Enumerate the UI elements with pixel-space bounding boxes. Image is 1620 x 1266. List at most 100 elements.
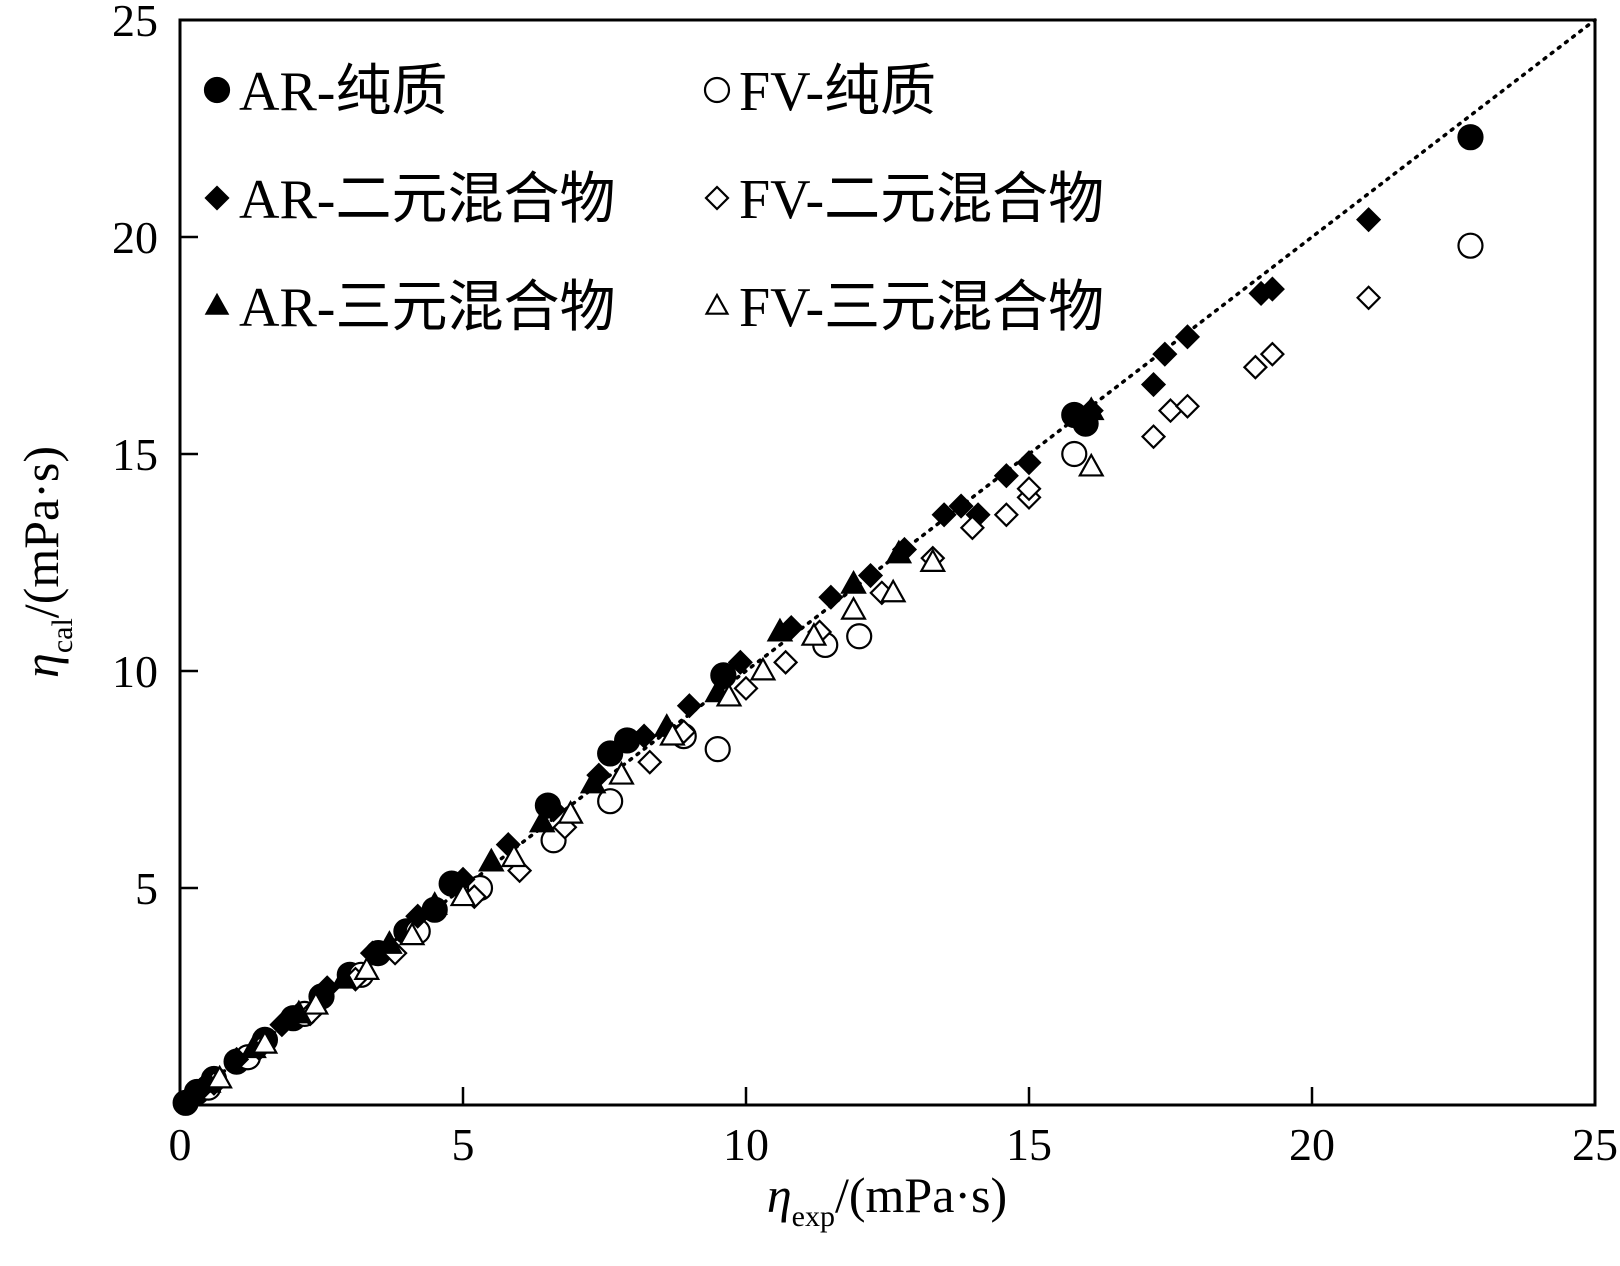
data-point	[766, 617, 794, 642]
data-point	[541, 797, 567, 823]
y-tick-label: 5	[135, 863, 158, 914]
data-point	[528, 808, 556, 833]
x-tick-label: 25	[1572, 1119, 1618, 1170]
data-point	[993, 502, 1019, 528]
data-point	[376, 930, 403, 954]
x-tick-label: 0	[169, 1119, 192, 1170]
data-point	[885, 539, 913, 564]
data-point	[637, 749, 663, 775]
data-point	[1356, 285, 1382, 311]
plot-frame	[178, 18, 1597, 1107]
data-point	[800, 622, 828, 646]
legend-label: AR-纯质	[239, 61, 447, 123]
series-3	[190, 207, 1382, 1101]
series-2	[195, 232, 1484, 1101]
legend-marker	[203, 76, 231, 104]
x-tick-label: 20	[1289, 1119, 1335, 1170]
legend: AR-纯质 FV-纯质 AR-二元混合物 FV-二元混合物 AR-三元混合物 FV-三元混…	[203, 61, 1104, 339]
data-point	[948, 493, 974, 519]
data-point	[1157, 398, 1184, 424]
data-point	[733, 675, 759, 701]
x-axis-unit: /(mPa·s)	[835, 1167, 1007, 1223]
data-markers	[172, 124, 1484, 1116]
legend-label: AR-二元混合物	[239, 169, 615, 231]
data-point	[449, 882, 477, 907]
data-point	[631, 723, 657, 749]
legend-label: FV-二元混合物	[739, 169, 1104, 231]
legend-label: AR-三元混合物	[239, 277, 615, 339]
y-tick-label: 10	[112, 646, 158, 697]
data-point	[676, 693, 702, 719]
data-point	[879, 578, 907, 603]
data-point	[1174, 324, 1201, 350]
data-point	[421, 891, 448, 915]
y-tick-label: 15	[112, 429, 158, 480]
data-point	[1174, 393, 1201, 419]
legend-marker	[204, 185, 230, 211]
y-tick-label: 25	[112, 0, 158, 46]
data-point	[478, 847, 505, 872]
x-tick-label: 10	[723, 1119, 769, 1170]
data-point	[500, 843, 528, 868]
data-point	[353, 956, 381, 980]
data-point	[1259, 276, 1285, 302]
data-point	[846, 623, 873, 650]
legend-marker	[703, 76, 731, 104]
data-point	[579, 769, 607, 794]
data-point	[398, 921, 426, 946]
data-point	[1061, 440, 1088, 468]
data-point	[1077, 452, 1105, 477]
y-axis-unit: /(mPa·s)	[13, 446, 69, 618]
data-point	[251, 1029, 279, 1054]
y-axis-symbol: η	[13, 653, 69, 678]
series-4	[201, 285, 1382, 1096]
legend-marker	[204, 292, 230, 315]
data-point	[614, 727, 641, 754]
data-point	[1016, 476, 1042, 502]
data-point	[715, 682, 743, 707]
data-point	[330, 964, 358, 989]
data-point	[727, 649, 753, 675]
data-point	[608, 760, 635, 785]
data-point	[206, 1064, 233, 1089]
data-point	[931, 502, 957, 528]
data-point	[840, 595, 867, 620]
x-tick-label: 15	[1006, 1119, 1052, 1170]
data-point	[840, 569, 867, 594]
data-point	[773, 649, 799, 675]
series-6	[206, 452, 1105, 1089]
y-tick-label: 20	[112, 212, 158, 263]
data-point	[1140, 424, 1167, 450]
data-point	[1016, 450, 1042, 476]
data-point	[1259, 341, 1285, 367]
x-axis-label: ηexp/(mPa·s)	[767, 1167, 1007, 1233]
axis-ticks: 0 5 10 15 20 25 5 10 15 20 25	[112, 0, 1618, 1170]
data-point	[993, 463, 1019, 489]
data-point	[749, 656, 777, 681]
legend-label: FV-三元混合物	[739, 277, 1104, 339]
data-point	[818, 584, 844, 610]
data-point	[919, 548, 947, 573]
x-tick-label: 5	[452, 1119, 475, 1170]
data-point	[1457, 124, 1484, 151]
data-point	[1356, 207, 1382, 233]
legend-label: FV-纯质	[739, 61, 936, 123]
data-point	[959, 515, 985, 541]
x-axis-symbol: η	[767, 1167, 792, 1223]
data-point	[1457, 232, 1484, 259]
data-point	[704, 736, 731, 763]
data-point	[1140, 372, 1167, 398]
legend-marker	[704, 292, 730, 315]
y-axis-subscript: cal	[46, 618, 79, 653]
x-axis-subscript: exp	[792, 1200, 835, 1233]
data-point	[557, 799, 584, 824]
data-point	[1077, 396, 1105, 421]
legend-marker	[704, 185, 730, 211]
data-point	[1242, 354, 1268, 380]
y-axis-label: ηcal/(mPa·s)	[13, 446, 79, 678]
data-point	[1152, 341, 1178, 367]
data-point	[659, 721, 686, 746]
data-point	[597, 788, 624, 815]
data-point	[302, 990, 330, 1015]
